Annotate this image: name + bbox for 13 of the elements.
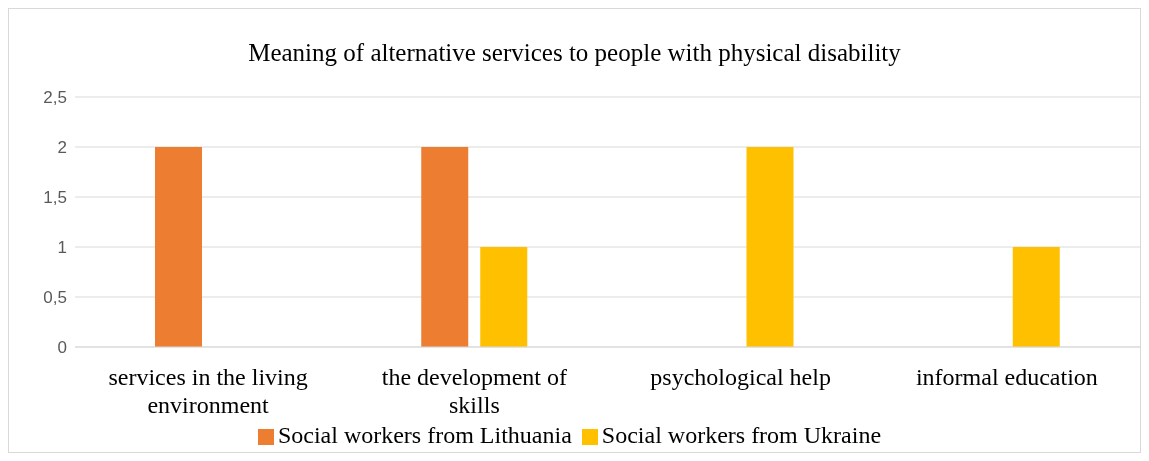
legend-label: Social workers from Lithuania: [277, 422, 572, 448]
x-tick-label: the development of skills: [381, 364, 568, 418]
legend-label: Social workers from Ukraine: [601, 422, 882, 448]
y-tick-label: 0: [57, 338, 67, 358]
x-tick-label: psychological help: [650, 364, 831, 390]
x-tick-label: services in the living environment: [108, 364, 308, 418]
y-tick-label: 2,5: [43, 88, 67, 108]
y-tick-label: 0,5: [43, 288, 67, 308]
x-tick-label: informal education: [915, 364, 1098, 390]
y-tick-label: 1,5: [43, 188, 67, 208]
y-tick-label: 2: [57, 138, 67, 158]
chart-title: Meaning of alternative services to people with physical disability: [247, 39, 902, 68]
y-tick-label: 1: [57, 238, 67, 258]
